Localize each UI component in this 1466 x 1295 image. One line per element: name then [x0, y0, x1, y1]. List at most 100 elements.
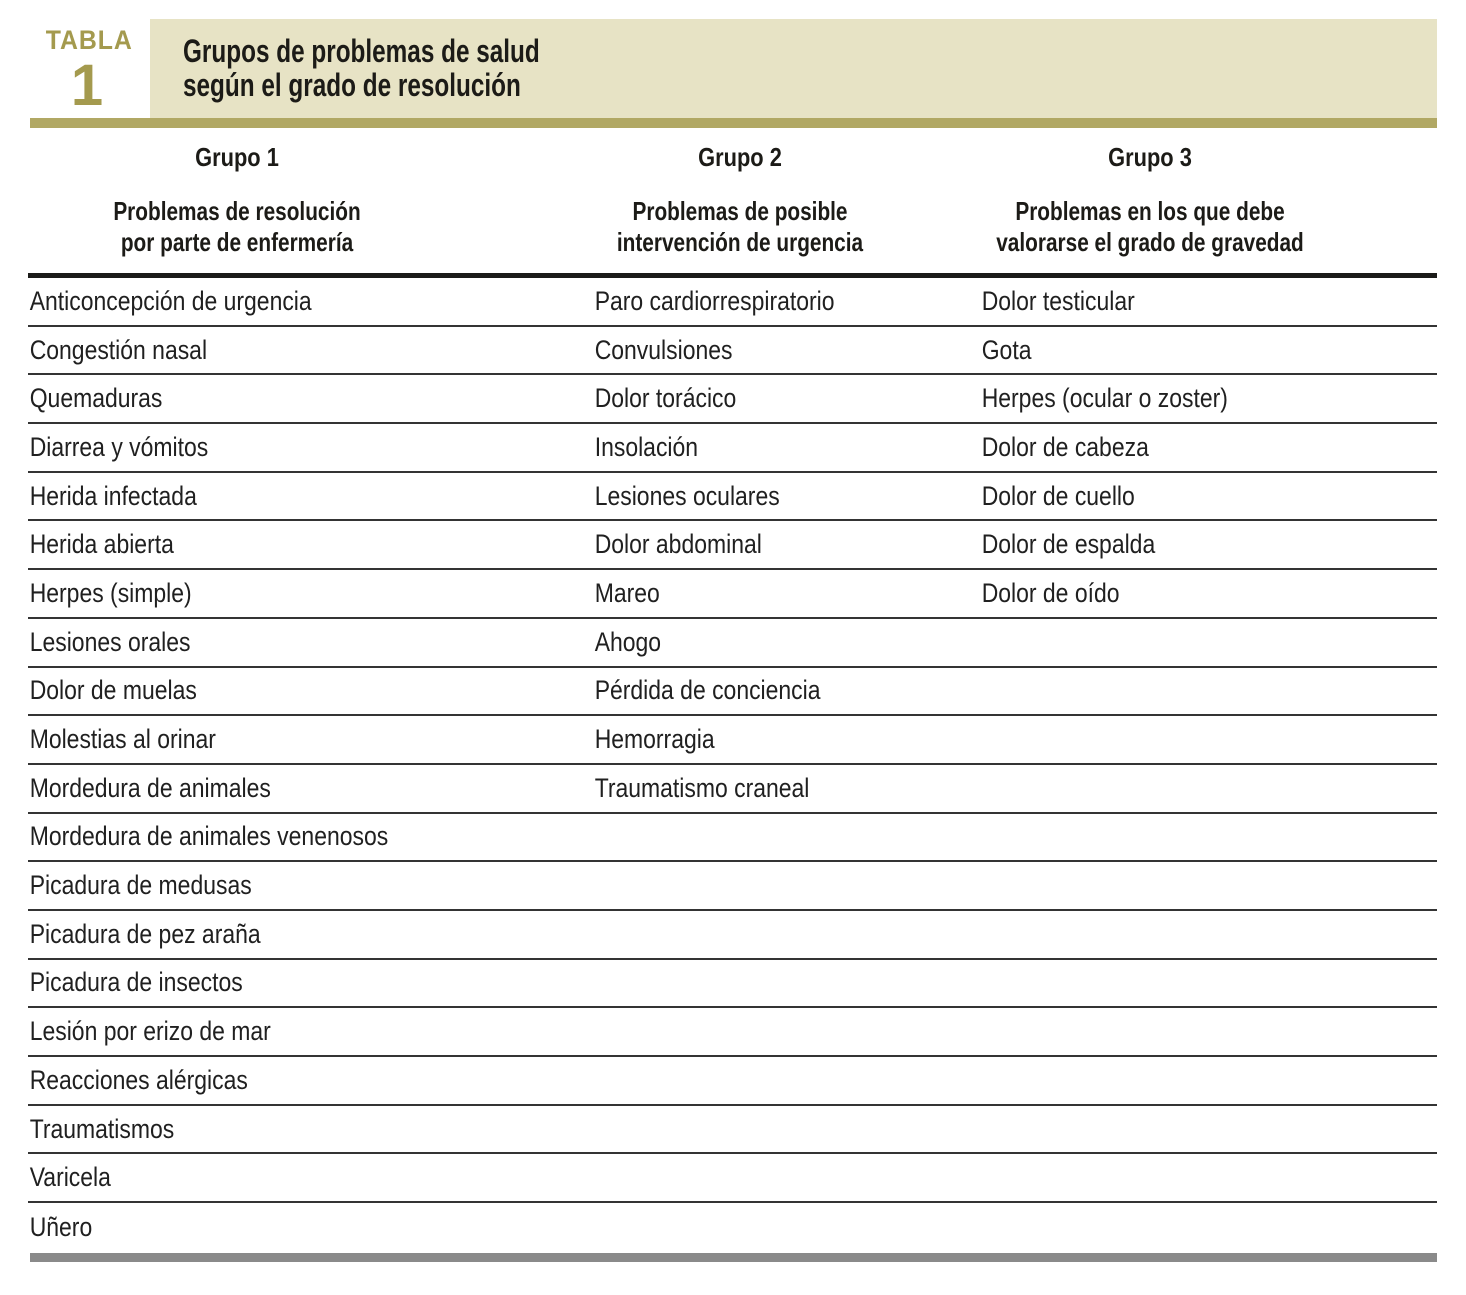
- table-row: Reacciones alérgicas: [28, 1057, 1437, 1106]
- cell-text: Herpes (ocular o zoster): [981, 383, 1228, 414]
- table-cell: Herida abierta: [28, 529, 593, 560]
- table-cell: Lesiones oculares: [593, 481, 980, 512]
- table-cell: Mordedura de animales: [28, 773, 593, 804]
- table-kicker: TABLA 1: [42, 27, 132, 115]
- table-row: Picadura de medusas: [28, 862, 1437, 911]
- table-cell: Herpes (simple): [28, 578, 593, 609]
- table-cell: Dolor de oído: [980, 578, 1437, 609]
- cell-text: Lesión por erizo de mar: [29, 1016, 271, 1047]
- table-cell: Hemorragia: [593, 724, 980, 755]
- table-cell: Convulsiones: [593, 335, 980, 366]
- table-row: Varicela: [28, 1154, 1437, 1204]
- table-row: Uñero: [28, 1203, 1437, 1252]
- group1-label: Grupo 1: [195, 142, 279, 172]
- table-title-line1: Grupos de problemas de salud: [183, 33, 540, 69]
- table-cell: Dolor abdominal: [593, 529, 980, 560]
- cell-text: Uñero: [29, 1211, 93, 1242]
- cell-text: Anticoncepción de urgencia: [29, 285, 312, 316]
- cell-text: Mareo: [594, 577, 660, 608]
- cell-text: Dolor de espalda: [981, 529, 1156, 560]
- group3-subheader: Problemas en los que debe valorarse el g…: [996, 196, 1304, 257]
- cell-text: Congestión nasal: [29, 334, 208, 365]
- cell-text: Traumatismo craneal: [594, 772, 810, 803]
- cell-text: Dolor de muelas: [29, 675, 197, 706]
- cell-text: Ahogo: [594, 626, 662, 657]
- cell-text: Reacciones alérgicas: [29, 1064, 248, 1095]
- cell-text: Dolor de cabeza: [981, 431, 1149, 462]
- cell-text: Traumatismos: [29, 1113, 175, 1144]
- table-cell: Pérdida de conciencia: [593, 675, 980, 706]
- cell-text: Hemorragia: [594, 724, 715, 755]
- table-cell: Paro cardiorrespiratorio: [593, 286, 980, 317]
- cell-text: Lesiones orales: [29, 626, 191, 657]
- cell-text: Dolor de oído: [981, 577, 1120, 608]
- table-row: Herida infectada Lesiones oculares Dolor d…: [28, 473, 1437, 522]
- table-cell: Dolor testicular: [980, 286, 1437, 317]
- table-body: Anticoncepción de urgencia Paro cardiorre…: [28, 278, 1437, 1252]
- table-cell: Dolor de cuello: [980, 481, 1437, 512]
- cell-text: Herpes (simple): [29, 577, 192, 608]
- group2-subheader: Problemas de posible intervención de urg…: [616, 196, 864, 257]
- table-row: Picadura de pez araña: [28, 911, 1437, 960]
- cell-text: Pérdida de conciencia: [594, 675, 821, 706]
- table-row: Herpes (simple) Mareo Dolor de oído: [28, 570, 1437, 619]
- cell-text: Picadura de insectos: [29, 967, 243, 998]
- table-row: Congestión nasal Convulsiones Gota: [28, 327, 1437, 376]
- cell-text: Insolación: [594, 431, 699, 462]
- group3-label: Grupo 3: [1108, 142, 1192, 172]
- table-title-line2: según el grado de resolución: [183, 67, 521, 103]
- table-cell: Picadura de insectos: [28, 967, 593, 998]
- table-row: Quemaduras Dolor torácico Herpes (ocular o…: [28, 375, 1437, 425]
- cell-text: Dolor torácico: [594, 383, 737, 414]
- cell-text: Mordedura de animales venenosos: [29, 821, 389, 852]
- table-row: Mordedura de animales venenosos: [28, 814, 1437, 863]
- table-cell: Dolor de muelas: [28, 675, 593, 706]
- group1-subheader: Problemas de resolución por parte de enf…: [113, 196, 361, 257]
- cell-text: Mordedura de animales: [29, 772, 271, 803]
- table-row: Lesión por erizo de mar: [28, 1008, 1437, 1057]
- table-cell: Lesiones orales: [28, 627, 593, 658]
- table-row: Molestias al orinar Hemorragia: [28, 716, 1437, 765]
- table-row: Lesiones orales Ahogo: [28, 619, 1437, 668]
- table-cell: Mordedura de animales venenosos: [28, 821, 593, 852]
- table-cell: Diarrea y vómitos: [28, 432, 593, 463]
- table-number: 1: [70, 53, 104, 118]
- table-cell: Varicela: [28, 1162, 593, 1193]
- cell-text: Picadura de pez araña: [29, 918, 261, 949]
- table-cell: Traumatismo craneal: [593, 773, 980, 804]
- table-cell: Insolación: [593, 432, 980, 463]
- table-row: Picadura de insectos: [28, 960, 1437, 1009]
- table-cell: Herida infectada: [28, 481, 593, 512]
- cell-text: Dolor abdominal: [594, 529, 762, 560]
- cell-text: Herida abierta: [29, 529, 174, 560]
- table-cell: Anticoncepción de urgencia: [28, 286, 593, 317]
- group2-label: Grupo 2: [698, 142, 782, 172]
- table-row: Anticoncepción de urgencia Paro cardiorre…: [28, 278, 1437, 327]
- cell-text: Molestias al orinar: [29, 724, 216, 755]
- table-row: Traumatismos: [28, 1106, 1437, 1155]
- table-cell: Molestias al orinar: [28, 724, 593, 755]
- cell-text: Herida infectada: [29, 480, 197, 511]
- table-cell: Ahogo: [593, 627, 980, 658]
- cell-text: Gota: [981, 334, 1032, 365]
- table-row: Herida abierta Dolor abdominal Dolor de es…: [28, 521, 1437, 571]
- table-cell: Uñero: [28, 1212, 593, 1243]
- table-cell: Herpes (ocular o zoster): [980, 383, 1437, 414]
- table-cell: Picadura de medusas: [28, 870, 593, 901]
- title-band: Grupos de problemas de salud según el gr…: [150, 19, 1437, 118]
- title-underline-bar: [30, 118, 1437, 128]
- cell-text: Lesiones oculares: [594, 480, 780, 511]
- table-cell: Reacciones alérgicas: [28, 1065, 593, 1096]
- cell-text: Dolor de cuello: [981, 480, 1135, 511]
- table-cell: Congestión nasal: [28, 335, 593, 366]
- cell-text: Picadura de medusas: [29, 870, 252, 901]
- table-cell: Dolor de cabeza: [980, 432, 1437, 463]
- cell-text: Diarrea y vómitos: [29, 431, 209, 462]
- table-cell: Dolor torácico: [593, 383, 980, 414]
- table-cell: Lesión por erizo de mar: [28, 1016, 593, 1047]
- cell-text: Varicela: [29, 1162, 111, 1193]
- cell-text: Convulsiones: [594, 334, 733, 365]
- table-bottom-bar: [30, 1253, 1437, 1262]
- cell-text: Dolor testicular: [981, 285, 1135, 316]
